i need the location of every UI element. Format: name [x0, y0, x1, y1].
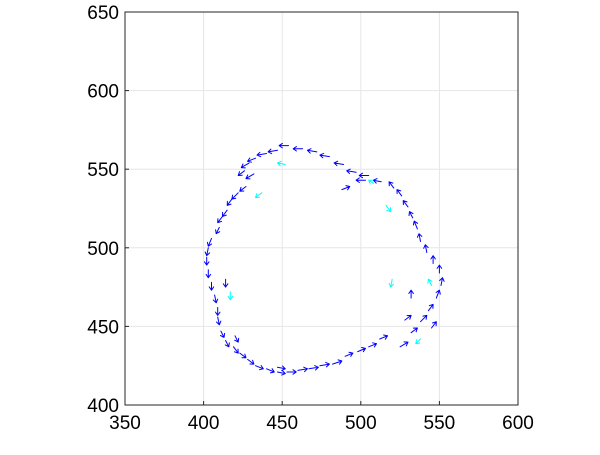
y-tick-label: 400: [87, 396, 119, 417]
vector-arrow: [346, 168, 357, 174]
vector-arrow: [420, 314, 428, 323]
vector-arrow: [388, 278, 394, 288]
vector-arrow: [277, 365, 286, 371]
vector-arrow: [427, 278, 433, 286]
vector-arrow: [227, 291, 234, 301]
y-tick-label: 550: [87, 160, 119, 181]
vector-arrow: [277, 160, 286, 167]
vector-arrow: [286, 369, 297, 375]
vector-arrow: [416, 233, 423, 242]
y-tick-label: 650: [87, 3, 119, 24]
vector-arrow: [205, 269, 212, 279]
vector-arrow: [402, 200, 409, 208]
vector-arrow: [237, 170, 245, 176]
vector-arrow: [215, 226, 221, 235]
vector-arrow: [404, 314, 412, 321]
vector-arrow: [439, 277, 445, 286]
vector-arrow: [292, 146, 304, 152]
vector-arrow: [247, 157, 256, 163]
vector-arrow: [220, 330, 226, 338]
vector-arrow: [240, 162, 250, 169]
vector-arrow: [217, 215, 223, 224]
vector-arrow: [357, 347, 366, 353]
vector-arrow: [423, 244, 429, 253]
vector-arrow: [222, 209, 228, 217]
vector-arrow: [256, 151, 267, 158]
vector-arrow: [430, 255, 436, 264]
vector-arrow: [399, 341, 409, 348]
vector-arrow: [319, 152, 330, 159]
vector-arrow: [372, 178, 382, 184]
vector-arrow: [427, 303, 434, 312]
vector-arrow: [344, 351, 354, 357]
vector-arrow: [341, 185, 351, 191]
x-tick-label: 500: [345, 413, 377, 434]
vector-arrow: [255, 365, 264, 371]
vector-arrow: [306, 148, 318, 154]
plot-frame: [124, 11, 519, 406]
vector-arrow: [266, 368, 275, 374]
vector-arrow: [412, 220, 419, 230]
vector-arrow: [224, 340, 230, 348]
vector-arrow: [355, 177, 366, 183]
vector-arrow: [206, 237, 213, 247]
ticks: [124, 11, 519, 406]
vector-arrow: [231, 192, 239, 200]
vector-arrow: [234, 335, 240, 343]
vector-arrow: [204, 256, 210, 266]
vector-arrow: [233, 346, 239, 354]
vector-arrow: [436, 264, 443, 274]
vector-arrow: [368, 342, 377, 348]
vector-arrow: [297, 366, 308, 373]
x-tick-label: 600: [502, 413, 534, 434]
vector-arrow: [431, 321, 437, 329]
vector-arrow: [245, 173, 255, 180]
vector-arrow: [408, 289, 414, 299]
vector-arrow: [396, 189, 403, 197]
x-tick-label: 350: [109, 413, 141, 434]
vector-arrow: [277, 370, 286, 376]
vector-arrow: [385, 204, 392, 213]
y-tick-label: 500: [87, 239, 119, 260]
vector-arrow: [410, 327, 418, 334]
vector-arrow: [308, 365, 319, 371]
vector-arrow: [333, 160, 344, 167]
vector-arrow: [368, 179, 374, 185]
y-tick-label: 600: [87, 82, 119, 103]
vector-arrow: [215, 307, 221, 316]
x-tick-label: 550: [424, 413, 456, 434]
vector-arrow: [278, 142, 289, 149]
vector-arrow: [247, 358, 255, 365]
x-tick-label: 400: [188, 413, 220, 434]
vector-arrow: [415, 338, 421, 345]
grid: [124, 11, 519, 406]
vector-arrow: [388, 181, 395, 189]
vector-arrow: [212, 294, 219, 304]
arrow-field: [204, 142, 445, 376]
vector-arrow: [332, 359, 343, 365]
vector-arrow: [319, 361, 330, 368]
vector-arrow: [226, 198, 233, 206]
vector-arrow: [379, 334, 388, 340]
vector-arrow: [358, 172, 370, 179]
y-tick-label: 450: [87, 317, 119, 338]
vector-arrow: [435, 289, 441, 299]
vector-arrow: [208, 281, 215, 291]
vector-arrow: [408, 211, 414, 219]
vector-arrow: [222, 278, 229, 288]
x-tick-label: 450: [266, 413, 298, 434]
vector-arrow: [255, 192, 263, 198]
vector-arrow: [216, 316, 222, 326]
vector-arrow: [267, 148, 278, 155]
vector-arrow: [239, 352, 247, 359]
vector-arrow: [204, 247, 211, 257]
vector-arrow: [239, 186, 247, 192]
